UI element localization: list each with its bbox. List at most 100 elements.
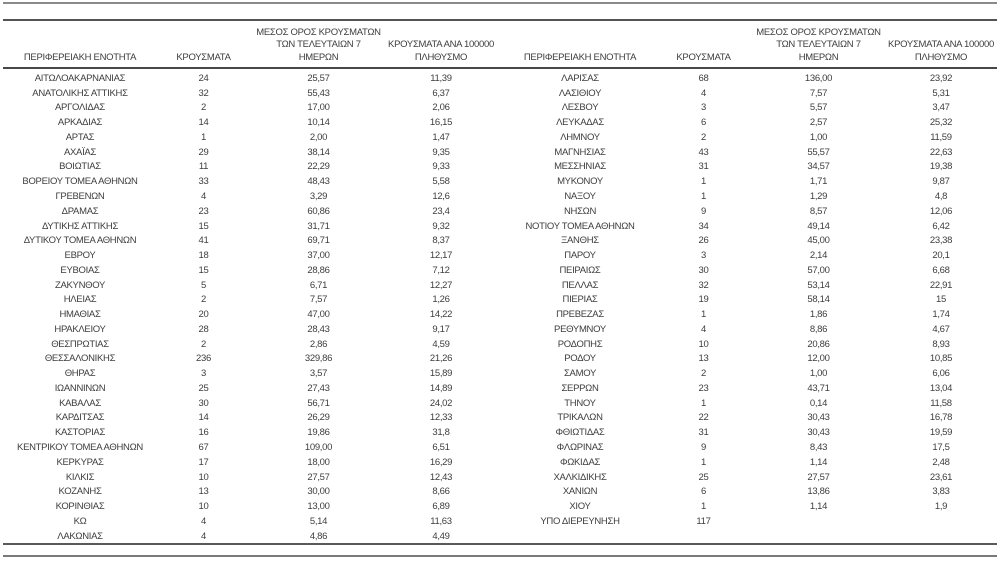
region-cell: ΒΟΡΕΙΟΥ ΤΟΜΕΑ ΑΘΗΝΩΝ	[22, 176, 138, 188]
per100k-cell: 7,12	[432, 264, 450, 276]
table-row: ΙΩΑΝΝΙΝΩΝ 25 27,43 14,89	[4, 381, 496, 396]
region-cell: ΛΗΜΝΟΥ	[560, 131, 600, 143]
table-row: ΠΕΛΛΑΣ 32 53,14 22,91	[504, 278, 996, 293]
avg7-cell: 7,57	[809, 87, 828, 99]
region-cell: ΘΕΣΠΡΩΤΙΑΣ	[51, 338, 109, 350]
region-cell: ΛΑΚΩΝΙΑΣ	[57, 530, 103, 542]
avg7-cell: 6,71	[309, 279, 328, 291]
per100k-cell: 16,29	[429, 456, 453, 468]
region-cell: ΦΘΙΩΤΙΔΑΣ	[555, 427, 605, 439]
cases-cell: 10	[198, 471, 209, 483]
per100k-cell: 6,42	[932, 220, 950, 232]
cases-cell: 3	[701, 250, 706, 262]
avg7-cell: 5,57	[809, 102, 828, 114]
region-cell: ΜΥΚΟΝΟΥ	[557, 176, 603, 188]
table-row: ΓΡΕΒΕΝΩΝ 4 3,29 12,6	[4, 189, 496, 204]
avg7-cell: 28,43	[307, 323, 330, 335]
per100k-cell: 16,78	[929, 412, 953, 424]
table-row: ΦΩΚΙΔΑΣ 1 1,14 2,48	[504, 455, 996, 470]
per100k-cell: 21,26	[429, 353, 453, 365]
per100k-column-header: ΚΡΟΥΣΜΑΤΑ ΑΝΑ 100000 ΠΛΗΘΥΣΜΟ	[388, 39, 494, 63]
table-body-left: ΑΙΤΩΛΟΑΚΑΡΝΑΝΙΑΣ 24 25,57 11,39 ΑΝΑΤΟΛΙΚΗΣ Α…	[4, 67, 496, 544]
table-row: ΜΑΓΝΗΣΙΑΣ 43 55,57 22,63	[504, 145, 996, 160]
table-row: ΣΑΜΟΥ 2 1,00 6,06	[504, 366, 996, 381]
avg7-cell: 12,00	[807, 353, 830, 365]
region-cell: ΕΒΡΟΥ	[64, 250, 96, 262]
avg7-cell: 48,43	[307, 176, 330, 188]
avg7-cell: 25,57	[307, 72, 330, 84]
region-cell: ΠΙΕΡΙΑΣ	[562, 294, 598, 306]
cases-cell: 2	[201, 102, 206, 114]
region-column-header: ΠΕΡΙΦΕΡΕΙΑΚΗ ΕΝΟΤΗΤΑ	[523, 51, 637, 63]
avg7-cell: 45,00	[807, 235, 830, 247]
per100k-cell: 2,06	[432, 102, 450, 114]
region-cell: ΤΗΝΟΥ	[564, 397, 596, 409]
region-cell: ΑΡΓΟΛΙΔΑΣ	[55, 102, 105, 114]
cases-cell: 24	[198, 72, 209, 84]
per100k-cell: 15	[936, 294, 946, 306]
table-row: ΚΑΒΑΛΑΣ 30 56,71 24,02	[4, 396, 496, 411]
table-row: ΑΙΤΩΛΟΑΚΑΡΝΑΝΙΑΣ 24 25,57 11,39	[4, 71, 496, 86]
table-row: ΤΗΝΟΥ 1 0,14 11,58	[504, 396, 996, 411]
table-row: ΔΥΤΙΚΗΣ ΑΤΤΙΚΗΣ 15 31,71 9,32	[4, 219, 496, 234]
cases-cell: 1	[701, 176, 706, 188]
avg7-cell: 1,00	[809, 368, 828, 380]
table-row: ΔΡΑΜΑΣ 23 60,86 23,4	[4, 204, 496, 219]
region-cell: ΚΟΖΑΝΗΣ	[58, 486, 102, 498]
region-cell: ΔΡΑΜΑΣ	[61, 205, 99, 217]
region-cell: ΦΩΚΙΔΑΣ	[559, 456, 601, 468]
per100k-cell: 24,02	[429, 397, 453, 409]
per100k-cell: 10,85	[929, 353, 953, 365]
region-cell: ΗΡΑΚΛΕΙΟΥ	[54, 323, 106, 335]
cases-cell: 4	[701, 87, 706, 99]
region-cell: ΜΑΓΝΗΣΙΑΣ	[554, 146, 606, 158]
avg7-cell: 55,43	[307, 87, 330, 99]
region-cell: ΔΥΤΙΚΗΣ ΑΤΤΙΚΗΣ	[41, 220, 119, 232]
avg7-cell: 53,14	[807, 279, 830, 291]
avg7-cell: 109,00	[304, 442, 333, 454]
table-row: ΧΙΟΥ 1 1,14 1,9	[504, 499, 996, 514]
cases-cell: 1	[701, 501, 706, 513]
cases-cell: 3	[701, 102, 706, 114]
cases-column-header: ΚΡΟΥΣΜΑΤΑ	[676, 51, 731, 63]
table-row: ΘΕΣΣΑΛΟΝΙΚΗΣ 236 329,86 21,26	[4, 352, 496, 367]
cases-cell: 25	[698, 471, 709, 483]
table-row: ΚΩ 4 5,14 11,63	[4, 514, 496, 529]
region-cell: ΚΟΡΙΝΘΙΑΣ	[55, 501, 105, 513]
table-row: ΡΕΘΥΜΝΟΥ 4 8,86 4,67	[504, 322, 996, 337]
per100k-cell: 2,48	[932, 456, 950, 468]
table-row: ΑΧΑΪΑΣ 29 38,14 9,35	[4, 145, 496, 160]
cases-cell: 2	[201, 294, 206, 306]
per100k-cell: 12,17	[429, 250, 453, 262]
table-row: ΚΟΖΑΝΗΣ 13 30,00 8,66	[4, 484, 496, 499]
cases-cell: 14	[198, 412, 209, 424]
table-row: ΠΙΕΡΙΑΣ 19 58,14 15	[504, 292, 996, 307]
table-row: ΖΑΚΥΝΘΟΥ 5 6,71 12,27	[4, 278, 496, 293]
per100k-cell: 12,06	[929, 205, 953, 217]
table-row: ΛΑΡΙΣΑΣ 68 136,00 23,92	[504, 71, 996, 86]
avg7-cell: 3,57	[309, 368, 328, 380]
avg7-cell: 0,14	[809, 397, 828, 409]
regional-table-left: ΠΕΡΙΦΕΡΕΙΑΚΗ ΕΝΟΤΗΤΑ ΚΡΟΥΣΜΑΤΑ ΜΕΣΟΣ ΟΡΟ…	[4, 22, 496, 544]
per100k-cell: 4,67	[932, 323, 950, 335]
region-cell: ΛΕΥΚΑΔΑΣ	[556, 117, 604, 129]
table-row: ΔΥΤΙΚΟΥ ΤΟΜΕΑ ΑΘΗΝΩΝ 41 69,71 8,37	[4, 233, 496, 248]
region-cell: ΡΟΔΟΠΗΣ	[557, 338, 603, 350]
avg7-cell: 1,14	[809, 501, 828, 513]
avg7-cell: 30,43	[807, 427, 830, 439]
cases-cell: 6	[701, 117, 706, 129]
bottom-inner-rule	[3, 543, 997, 545]
table-row: ΘΗΡΑΣ 3 3,57 15,89	[4, 366, 496, 381]
per100k-cell: 4,8	[934, 191, 948, 202]
avg7-cell: 55,57	[807, 146, 830, 158]
region-cell: ΘΕΣΣΑΛΟΝΙΚΗΣ	[44, 353, 116, 365]
per100k-cell: 31,8	[432, 427, 450, 439]
avg7-cell: 22,29	[307, 161, 330, 173]
cases-cell: 22	[698, 412, 709, 424]
per100k-cell: 23,61	[929, 471, 953, 483]
cases-cell: 4	[201, 530, 206, 542]
cases-cell: 19	[698, 294, 709, 306]
per100k-cell: 14,22	[429, 309, 453, 321]
table-row: ΒΟΡΕΙΟΥ ΤΟΜΕΑ ΑΘΗΝΩΝ 33 48,43 5,58	[4, 174, 496, 189]
top-inner-rule	[3, 19, 997, 21]
